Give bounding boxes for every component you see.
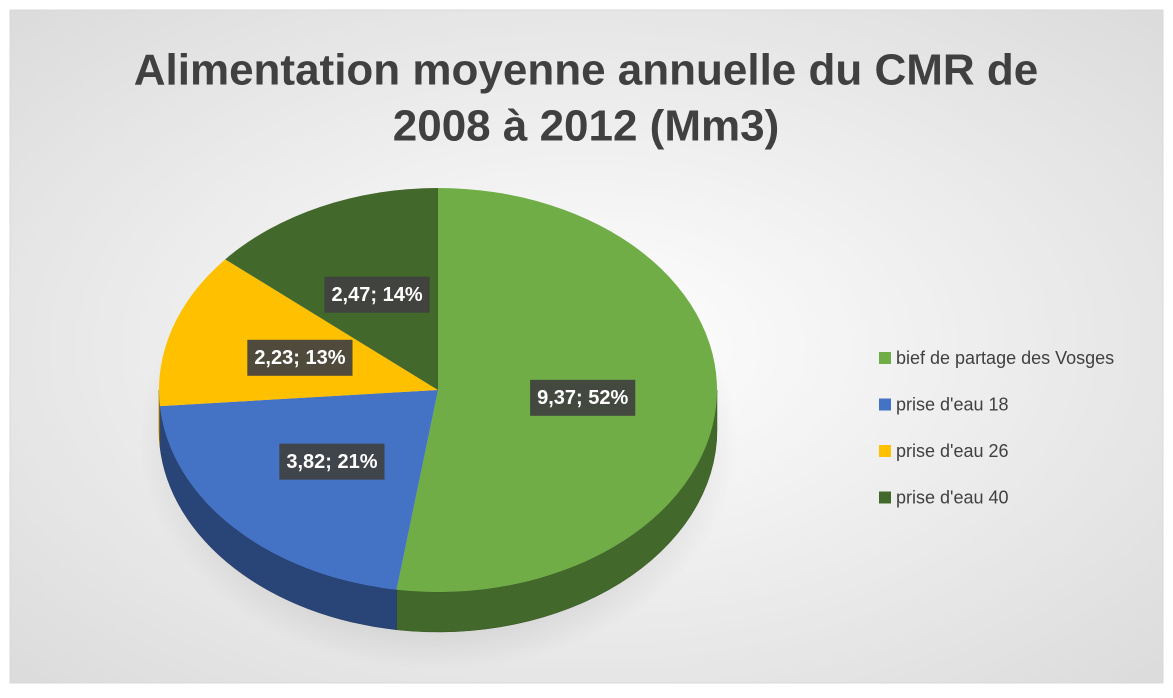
legend-label: prise d'eau 26 xyxy=(896,441,1009,461)
legend-label: prise d'eau 40 xyxy=(896,487,1009,507)
pie-slice xyxy=(158,259,438,407)
data-label-box xyxy=(279,443,385,480)
legend-swatch xyxy=(879,491,891,504)
legend-swatch xyxy=(879,445,891,457)
data-label-box xyxy=(530,379,636,416)
data-label-box xyxy=(324,276,430,313)
pie-slice xyxy=(159,390,438,590)
chart-title: 2008 à 2012 (Mm3) xyxy=(393,102,779,151)
data-label: 3,82; 21% xyxy=(286,451,377,473)
legend-label: bief de partage des Vosges xyxy=(896,348,1114,368)
data-label: 2,23; 13% xyxy=(254,347,345,369)
data-label: 2,47; 14% xyxy=(331,284,422,306)
legend-label: prise d'eau 18 xyxy=(896,394,1009,414)
data-label: 9,37; 52% xyxy=(537,387,628,409)
legend-swatch xyxy=(879,352,891,364)
chart-title: Alimentation moyenne annuelle du CMR de xyxy=(134,46,1039,95)
data-label-box xyxy=(247,339,353,376)
legend-swatch xyxy=(879,398,891,411)
